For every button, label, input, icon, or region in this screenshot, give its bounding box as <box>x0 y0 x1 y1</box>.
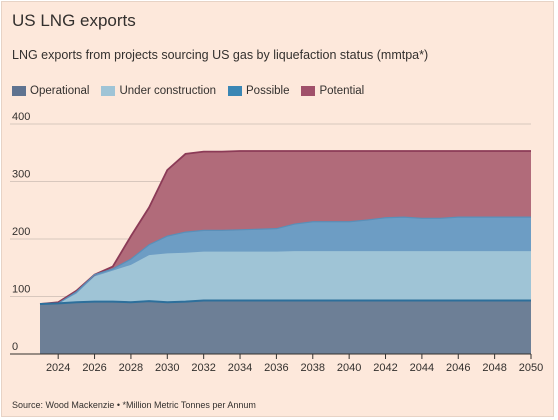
legend: Operational Under construction Possible … <box>12 85 364 97</box>
x-tick-label: 2048 <box>482 362 506 374</box>
legend-item-operational: Operational <box>12 85 89 97</box>
x-tick-label: 2046 <box>446 362 470 374</box>
legend-item-possible: Possible <box>228 85 289 97</box>
legend-swatch-operational <box>12 86 26 96</box>
y-tick-label: 400 <box>12 111 30 123</box>
x-tick-label: 2042 <box>373 362 397 374</box>
legend-swatch-potential <box>301 86 316 96</box>
x-tick-label: 2036 <box>264 362 288 374</box>
y-tick-label: 300 <box>12 169 30 181</box>
x-tick-label: 2026 <box>82 362 106 374</box>
x-tick-label: 2040 <box>337 362 361 374</box>
x-tick-label: 2028 <box>119 362 143 374</box>
line-possible-top <box>39 216 531 305</box>
legend-swatch-under-construction <box>101 86 116 96</box>
chart-title: US LNG exports <box>12 11 136 30</box>
x-tick-label: 2030 <box>155 362 179 374</box>
area-operational <box>40 300 531 354</box>
legend-item-under-construction: Under construction <box>101 85 216 97</box>
line-operational-top <box>39 299 531 305</box>
line-potential-top <box>39 150 531 305</box>
legend-label-potential: Potential <box>319 85 365 97</box>
legend-label-under-construction: Under construction <box>119 85 216 97</box>
x-tick-label: 2034 <box>228 362 252 374</box>
legend-label-operational: Operational <box>30 85 90 97</box>
axes: 0 100 200 300 400 2024 2026 2028 2030 2032 2034 203… <box>10 111 543 374</box>
y-tick-label: 100 <box>12 284 30 296</box>
x-tick-label: 2024 <box>46 362 70 374</box>
y-tick-label: 200 <box>12 226 30 238</box>
x-tick-label: 2044 <box>410 362 434 374</box>
x-tick-label: 2038 <box>301 362 325 374</box>
legend-swatch-possible <box>228 86 242 96</box>
area-series <box>39 150 531 354</box>
chart-subtitle: LNG exports from projects sourcing US ga… <box>12 48 429 62</box>
y-tick-label: 0 <box>12 341 18 353</box>
legend-label-possible: Possible <box>246 85 290 97</box>
x-tick-label: 2050 <box>519 362 543 374</box>
source-note: Source: Wood Mackenzie • *Million Metric… <box>12 400 256 410</box>
legend-item-potential: Potential <box>301 85 364 97</box>
x-tick-label: 2032 <box>191 362 215 374</box>
